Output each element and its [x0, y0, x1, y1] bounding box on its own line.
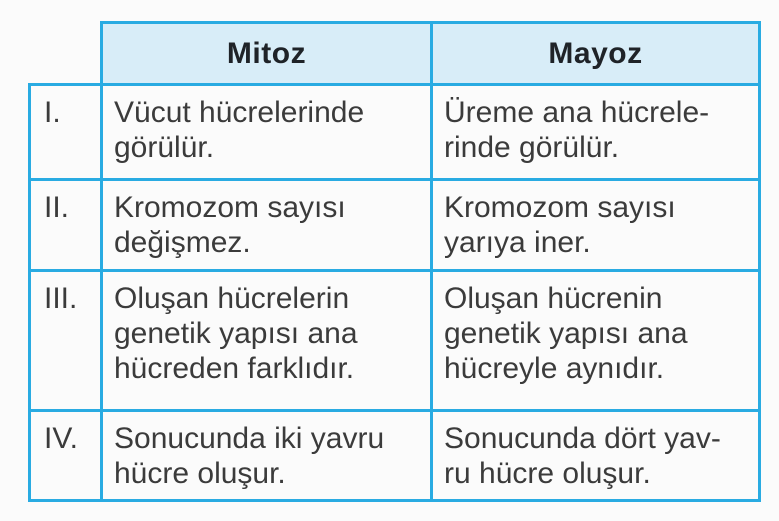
- column-header-mayoz: Mayoz: [430, 21, 761, 86]
- row-numeral: IV.: [28, 409, 103, 502]
- table-row: III. Oluşan hücrelerin genetik yapısı an…: [28, 269, 761, 412]
- mitoz-mayoz-comparison-table: Mitoz Mayoz I. Vücut hücrelerinde görülü…: [28, 21, 761, 502]
- mitoz-cell: Sonucunda iki yavru hücre oluşur.: [100, 409, 433, 502]
- row-numeral: II.: [28, 178, 103, 272]
- table-row: II. Kromozom sayısı değişmez. Kromozom s…: [28, 178, 761, 272]
- mitoz-cell: Kromozom sayısı değişmez.: [100, 178, 433, 272]
- header-row: Mitoz Mayoz: [29, 21, 761, 86]
- row-numeral: I.: [28, 83, 103, 181]
- mayoz-cell: Kromozom sayısı yarıya iner.: [430, 178, 761, 272]
- mayoz-cell: Oluşan hücrenin genetik yapısı ana hücre…: [430, 269, 761, 412]
- row-numeral: III.: [28, 269, 103, 412]
- mayoz-cell: Üreme ana hücrele- rinde görülür.: [430, 83, 761, 181]
- mitoz-cell: Oluşan hücrelerin genetik yapısı ana hüc…: [100, 269, 433, 412]
- table-row: I. Vücut hücrelerinde görülür. Üreme ana…: [28, 83, 761, 181]
- table-row: IV. Sonucunda iki yavru hücre oluşur. So…: [28, 409, 761, 502]
- mitoz-cell: Vücut hücrelerinde görülür.: [100, 83, 433, 181]
- corner-cell: [29, 22, 103, 86]
- mayoz-cell: Sonucunda dört yav- ru hücre oluşur.: [430, 409, 761, 502]
- column-header-mitoz: Mitoz: [100, 21, 433, 86]
